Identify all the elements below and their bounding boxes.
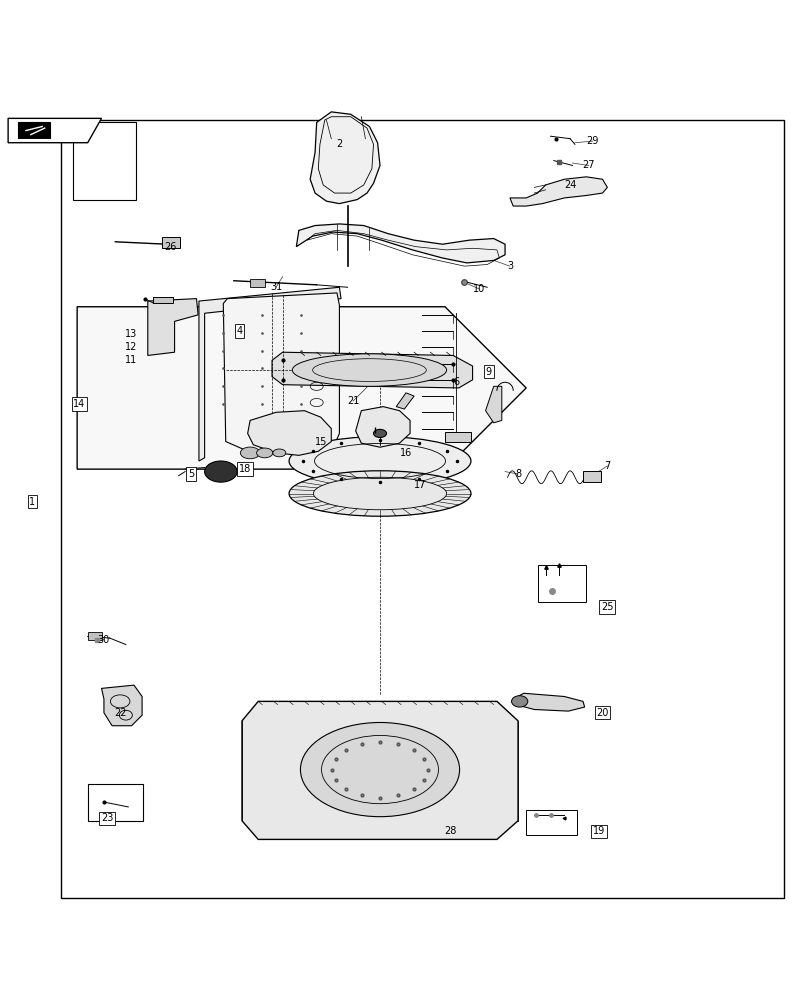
Text: 3: 3 xyxy=(506,261,513,271)
Ellipse shape xyxy=(272,449,285,457)
Text: 14: 14 xyxy=(73,399,86,409)
Ellipse shape xyxy=(373,429,386,437)
Text: 9: 9 xyxy=(485,367,491,377)
Polygon shape xyxy=(242,701,517,839)
Ellipse shape xyxy=(289,437,470,485)
Ellipse shape xyxy=(300,722,459,817)
Text: 12: 12 xyxy=(125,342,138,352)
Ellipse shape xyxy=(240,447,260,459)
Ellipse shape xyxy=(284,435,303,448)
Text: 16: 16 xyxy=(399,448,412,458)
Text: 17: 17 xyxy=(414,480,427,490)
Bar xyxy=(250,279,264,287)
Polygon shape xyxy=(247,411,331,455)
Bar xyxy=(152,297,173,303)
Ellipse shape xyxy=(511,696,527,707)
Bar xyxy=(88,784,143,821)
Text: 5: 5 xyxy=(187,469,194,479)
Bar xyxy=(444,432,470,442)
Polygon shape xyxy=(396,393,414,409)
Polygon shape xyxy=(509,177,607,206)
Bar xyxy=(61,120,783,898)
Bar xyxy=(526,810,576,835)
Ellipse shape xyxy=(204,461,237,482)
Text: 15: 15 xyxy=(314,437,327,447)
Text: 19: 19 xyxy=(592,826,605,836)
Bar xyxy=(162,237,180,248)
Text: 30: 30 xyxy=(97,635,110,645)
Text: 31: 31 xyxy=(269,282,282,292)
Bar xyxy=(88,632,102,640)
Text: 27: 27 xyxy=(581,160,594,170)
Text: 24: 24 xyxy=(563,180,576,190)
Polygon shape xyxy=(223,293,339,453)
Polygon shape xyxy=(199,287,341,461)
Text: 28: 28 xyxy=(444,826,457,836)
Ellipse shape xyxy=(289,471,470,516)
Text: 26: 26 xyxy=(164,242,177,252)
Text: 6: 6 xyxy=(453,377,459,387)
Polygon shape xyxy=(355,407,410,447)
Polygon shape xyxy=(513,693,584,711)
Text: 23: 23 xyxy=(101,813,114,823)
Text: 2: 2 xyxy=(336,139,342,149)
Bar xyxy=(537,565,586,601)
Text: 11: 11 xyxy=(125,355,138,365)
Text: 20: 20 xyxy=(595,708,608,718)
Polygon shape xyxy=(101,685,142,726)
Polygon shape xyxy=(296,224,504,263)
Text: 4: 4 xyxy=(236,326,242,336)
Text: 13: 13 xyxy=(125,329,138,339)
Text: 7: 7 xyxy=(603,461,610,471)
Ellipse shape xyxy=(292,354,446,386)
Text: 1: 1 xyxy=(29,497,36,507)
Polygon shape xyxy=(77,307,526,469)
Text: 10: 10 xyxy=(472,284,485,294)
Polygon shape xyxy=(8,118,101,143)
Polygon shape xyxy=(310,112,380,204)
Text: 22: 22 xyxy=(114,708,127,718)
Text: 21: 21 xyxy=(346,396,359,406)
Bar xyxy=(18,122,50,140)
Polygon shape xyxy=(272,352,472,388)
Polygon shape xyxy=(485,386,501,423)
Text: 25: 25 xyxy=(600,602,613,612)
Ellipse shape xyxy=(256,448,272,458)
Text: 8: 8 xyxy=(514,469,521,479)
Bar xyxy=(582,471,600,482)
Polygon shape xyxy=(148,299,198,355)
Text: 29: 29 xyxy=(586,136,599,146)
Bar xyxy=(73,122,136,200)
Text: 18: 18 xyxy=(238,464,251,474)
